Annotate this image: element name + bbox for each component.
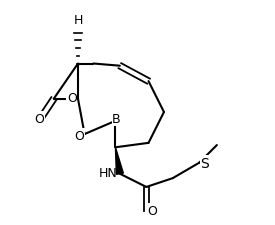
Text: S: S [200,156,209,170]
Text: B: B [112,113,121,126]
Text: HN: HN [98,166,117,179]
Text: O: O [147,204,157,217]
Polygon shape [116,148,123,175]
Text: O: O [74,129,84,142]
Text: O: O [67,92,77,105]
Text: H: H [73,14,83,27]
Text: O: O [34,113,44,126]
